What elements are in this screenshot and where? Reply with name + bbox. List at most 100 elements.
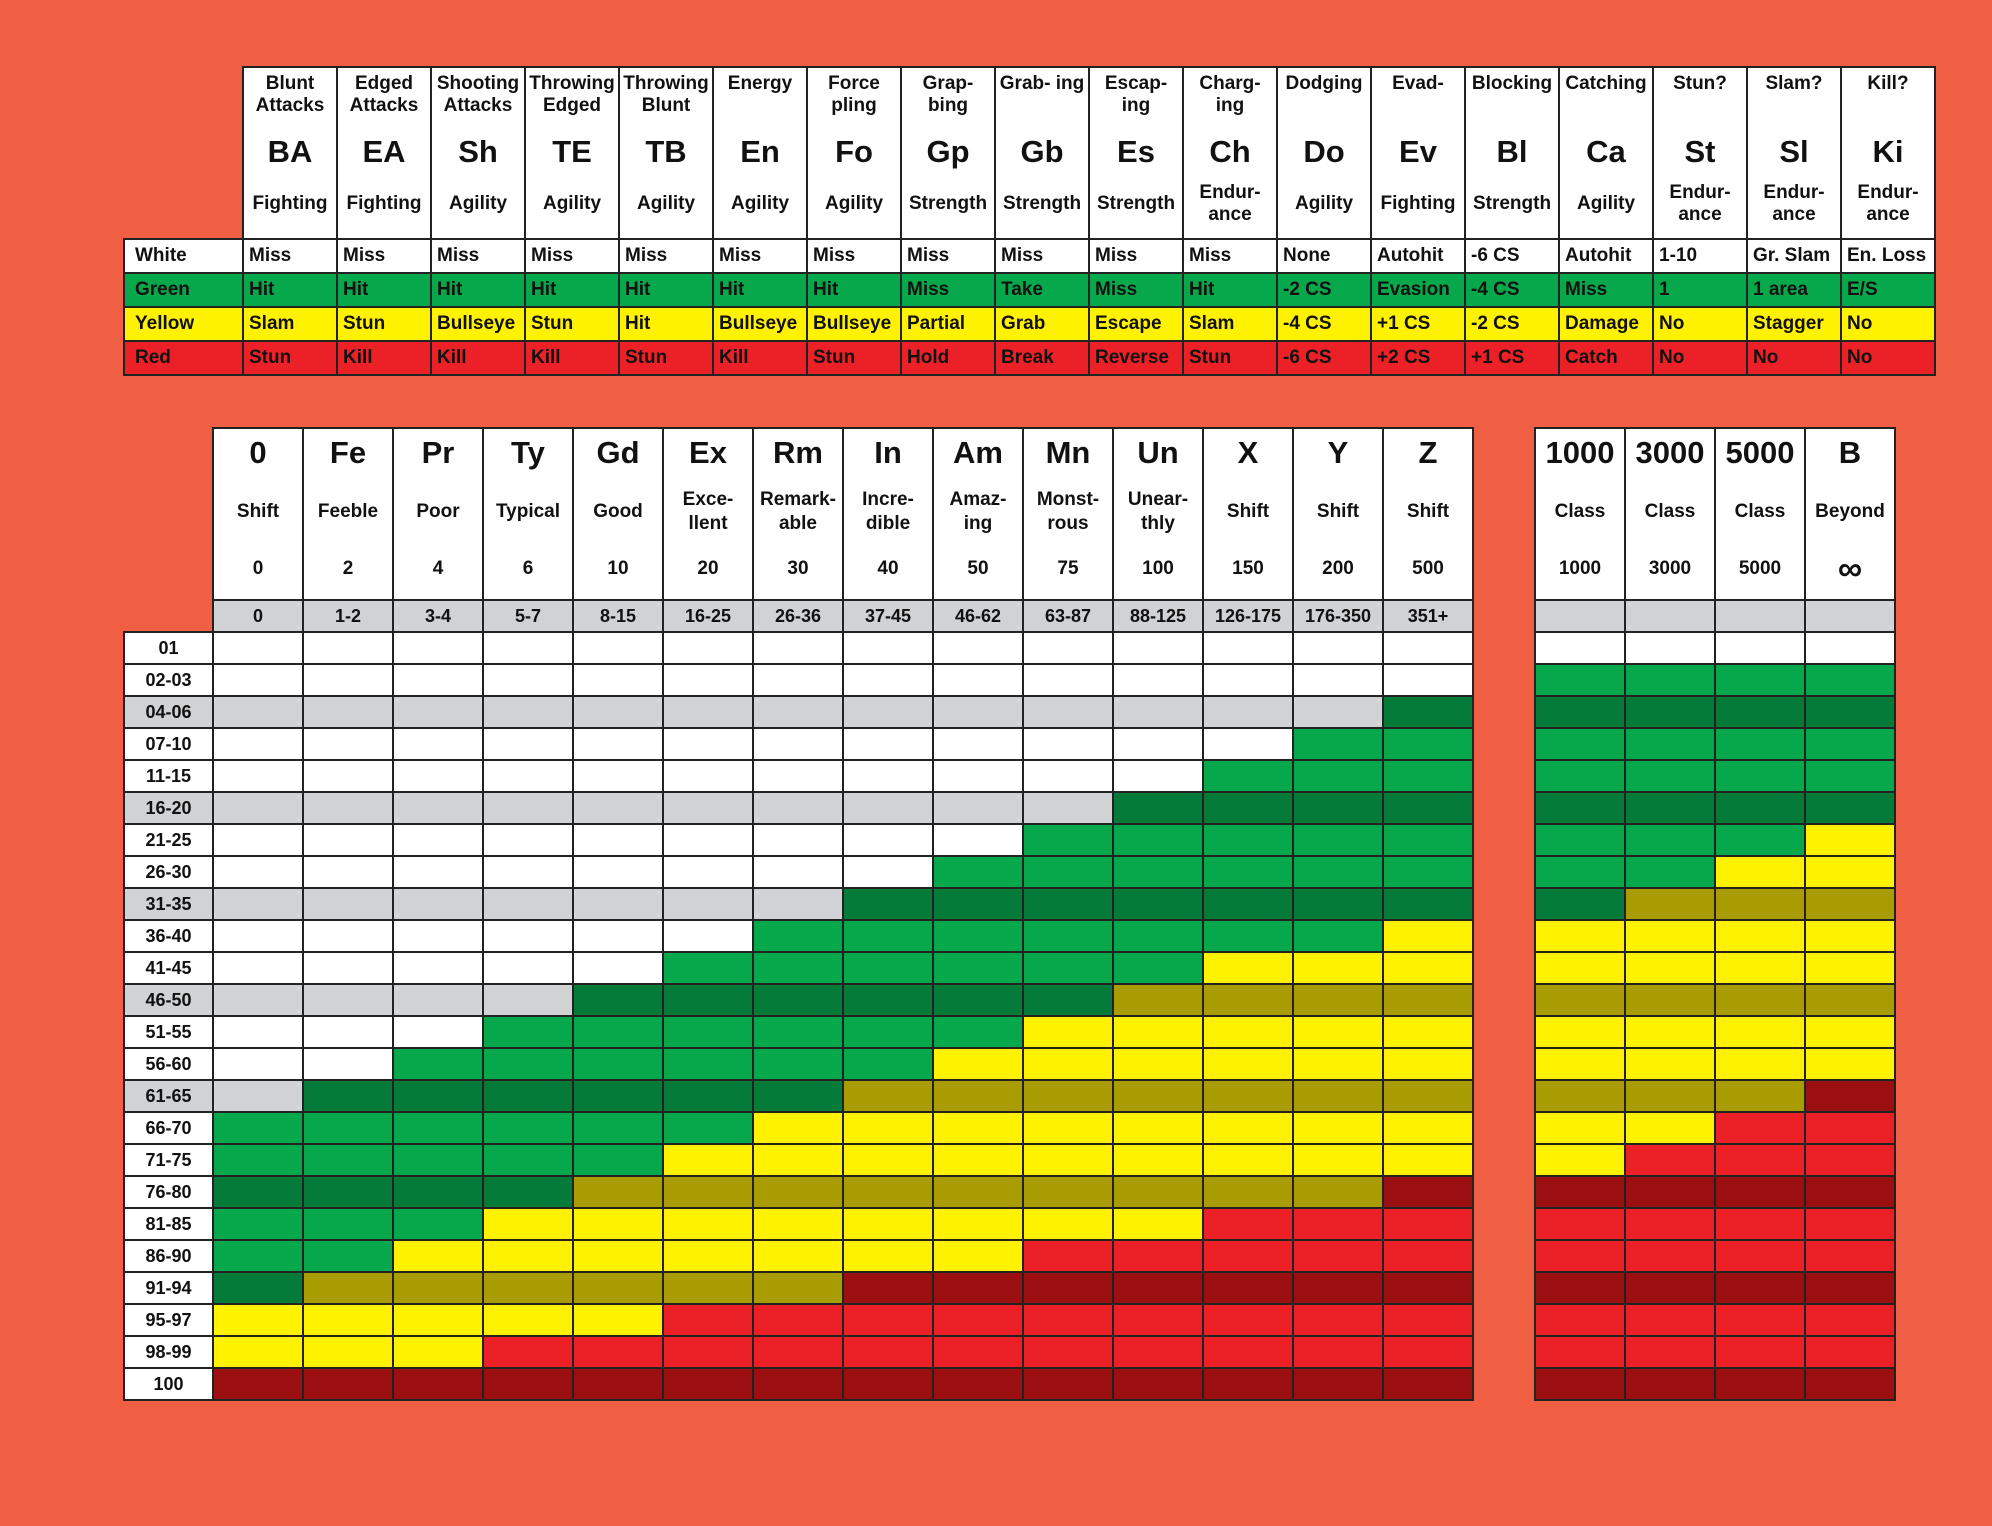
result-cell — [1112, 887, 1204, 921]
result-cell — [392, 727, 484, 761]
result-cell — [752, 695, 844, 729]
result-cell — [842, 983, 934, 1017]
result-cell — [1202, 1047, 1294, 1081]
result-cell — [1804, 663, 1896, 697]
class-roll-row — [1534, 1079, 1896, 1113]
result-cell — [1022, 695, 1114, 729]
result-cell — [572, 1271, 664, 1305]
action-column-stat: Strength — [1472, 193, 1552, 214]
action-result-cell: Stun — [336, 306, 432, 342]
class-range — [1714, 599, 1806, 633]
result-cell — [1804, 1239, 1896, 1273]
result-cell — [662, 1015, 754, 1049]
result-cell — [392, 1367, 484, 1401]
result-cell — [1382, 1367, 1474, 1401]
result-cell — [1202, 791, 1294, 825]
result-cell — [1624, 1143, 1716, 1177]
class-roll-row — [1534, 887, 1896, 921]
result-cell — [1022, 951, 1114, 985]
result-cell — [392, 855, 484, 889]
result-cell — [572, 695, 664, 729]
result-cell — [1022, 663, 1114, 697]
result-cell — [482, 951, 574, 985]
result-cell — [1624, 1303, 1716, 1337]
result-cell — [932, 727, 1024, 761]
result-cell — [842, 1271, 934, 1305]
result-cell — [1112, 791, 1204, 825]
action-result-cell: Reverse — [1088, 340, 1184, 376]
result-cell — [932, 951, 1024, 985]
action-result-cell: Miss — [336, 238, 432, 274]
result-cell — [752, 727, 844, 761]
class-roll-row — [1534, 983, 1896, 1017]
result-cell — [842, 1047, 934, 1081]
result-cell — [1112, 1015, 1204, 1049]
result-cell — [482, 759, 574, 793]
result-cell — [1112, 727, 1204, 761]
result-cell — [1714, 1271, 1806, 1305]
result-cell — [1624, 823, 1716, 857]
action-result-cell: Escape — [1088, 306, 1184, 342]
rank-abbr: Rm — [773, 435, 823, 470]
rank-column-header: 0 Shift 0 — [212, 427, 304, 601]
result-cell — [752, 887, 844, 921]
action-column-title: Charg- ing — [1199, 73, 1261, 116]
result-cell — [662, 1079, 754, 1113]
result-cell — [212, 823, 304, 857]
action-result-cell: Stun — [618, 340, 714, 376]
rank-abbr: Un — [1137, 435, 1179, 470]
action-row-label: Red — [123, 340, 244, 376]
action-column-header: Grap- bing Gp Strength — [900, 66, 996, 240]
result-cell — [482, 1367, 574, 1401]
result-cell — [842, 759, 934, 793]
result-cell — [1714, 727, 1806, 761]
result-cell — [302, 759, 394, 793]
action-result-cell: Miss — [900, 238, 996, 274]
rank-name: Shift — [1226, 501, 1270, 522]
action-column-abbr: TB — [645, 134, 687, 169]
result-cell — [212, 1143, 304, 1177]
result-cell — [932, 631, 1024, 665]
result-cell — [572, 1079, 664, 1113]
action-column-header: Catching Ca Agility — [1558, 66, 1654, 240]
result-cell — [572, 759, 664, 793]
class-roll-row — [1534, 1047, 1896, 1081]
action-column-abbr: Gb — [1020, 134, 1064, 169]
result-cell — [482, 1207, 574, 1241]
roll-range-label: 31-35 — [123, 887, 214, 921]
class-name: Class — [1554, 501, 1606, 522]
action-result-cell: Hit — [336, 272, 432, 308]
result-cell — [752, 855, 844, 889]
result-cell — [302, 1015, 394, 1049]
rank-name: Feeble — [317, 501, 379, 522]
action-result-cell: Kill — [336, 340, 432, 376]
result-cell — [1624, 1079, 1716, 1113]
result-cell — [1202, 1175, 1294, 1209]
result-cell — [662, 759, 754, 793]
result-cell — [572, 727, 664, 761]
rank-column-header: Am Amaz- ing 50 — [932, 427, 1024, 601]
roll-row: 21-25 — [123, 823, 1474, 857]
action-column-stat: Strength — [908, 193, 988, 214]
result-cell — [842, 727, 934, 761]
result-cell — [932, 1079, 1024, 1113]
action-column-header: Shooting Attacks Sh Agility — [430, 66, 526, 240]
result-cell — [1534, 1239, 1626, 1273]
result-cell — [752, 1367, 844, 1401]
result-cell — [752, 1047, 844, 1081]
result-cell — [752, 1079, 844, 1113]
result-cell — [1382, 695, 1474, 729]
result-cell — [662, 951, 754, 985]
result-cell — [302, 1143, 394, 1177]
result-cell — [662, 695, 754, 729]
result-cell — [1292, 887, 1384, 921]
result-cell — [1804, 919, 1896, 953]
rank-column-header: In Incre- dible 40 — [842, 427, 934, 601]
result-cell — [482, 855, 574, 889]
result-cell — [752, 791, 844, 825]
result-cell — [1202, 887, 1294, 921]
rank-name: Shift — [236, 501, 280, 522]
action-column-stat: Endur- ance — [1199, 182, 1261, 225]
result-cell — [572, 887, 664, 921]
result-cell — [662, 1111, 754, 1145]
